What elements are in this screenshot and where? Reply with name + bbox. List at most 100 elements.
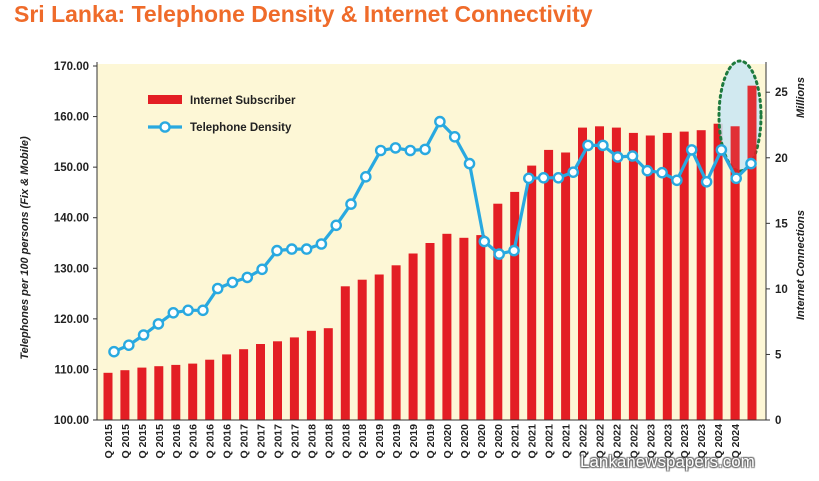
x-tick-label: Q 2022: [578, 424, 590, 459]
point-telephone-density: [152, 318, 165, 330]
bar-internet-subscriber: [425, 243, 435, 420]
bar-internet-subscriber: [340, 286, 350, 420]
bar-internet-subscriber: [493, 203, 503, 420]
x-tick-label: Q 2023: [679, 424, 691, 459]
y-right-tick-label: 0: [775, 415, 781, 427]
point-telephone-density: [493, 248, 506, 260]
y-right-tick-label: 20: [775, 153, 788, 165]
x-tick-label: Q 2022: [595, 424, 607, 459]
bar-internet-subscriber: [103, 372, 113, 420]
bar-internet-subscriber: [578, 127, 587, 420]
point-telephone-density: [597, 139, 609, 152]
bar-internet-subscriber: [137, 367, 147, 420]
bar-internet-subscriber: [391, 265, 401, 420]
point-telephone-density: [685, 144, 698, 156]
y-left-tick-label: 150.00: [54, 162, 89, 174]
point-telephone-density: [582, 139, 594, 152]
x-tick-label: Q 2018: [357, 424, 369, 459]
point-telephone-density: [226, 276, 239, 289]
point-telephone-density: [552, 171, 565, 184]
x-tick-label: Q 2019: [374, 424, 386, 459]
legend-swatch-internet-subscriber: [148, 95, 182, 104]
y-left-tick-label: 120.00: [54, 314, 89, 326]
point-telephone-density: [523, 172, 535, 185]
bar-internet-subscriber: [442, 233, 452, 420]
point-telephone-density: [434, 115, 446, 128]
legend-swatch-telephone-density-marker: [159, 121, 171, 133]
point-telephone-density: [359, 170, 372, 183]
point-telephone-density: [745, 157, 757, 170]
bar-internet-subscriber: [628, 132, 638, 420]
x-tick-label: Q 2020: [459, 424, 471, 459]
point-telephone-density: [285, 243, 298, 255]
bar-internet-subscriber: [662, 132, 672, 420]
y-right-axis-top-label: Millions: [795, 77, 807, 118]
bar-internet-subscriber: [544, 149, 554, 420]
x-tick-label: Q 2015: [154, 424, 166, 459]
y-right-tick-label: 5: [775, 349, 782, 361]
bar-internet-subscriber: [171, 364, 181, 420]
bar-internet-subscriber: [273, 341, 282, 420]
bar-internet-subscriber: [374, 274, 384, 420]
y-left-tick-label: 140.00: [54, 213, 89, 225]
point-telephone-density: [448, 130, 461, 143]
point-telephone-density: [404, 144, 417, 157]
bar-internet-subscriber: [561, 152, 571, 420]
x-tick-label: Q 2022: [611, 424, 623, 459]
y-left-axis-label: Telephones per 100 persons (Fix & Mobile…: [19, 136, 31, 360]
bar-internet-subscriber: [527, 165, 537, 420]
x-tick-label: Q 2022: [628, 424, 640, 459]
x-tick-label: Q 2016: [222, 424, 234, 459]
legend-label-telephone-density: Telephone Density: [190, 122, 292, 134]
y-left-tick-label: 110.00: [54, 364, 89, 376]
point-telephone-density: [715, 144, 728, 156]
y-left-tick-label: 170.00: [54, 61, 89, 73]
bar-internet-subscriber: [323, 328, 333, 420]
x-tick-label: Q 2017: [289, 424, 301, 459]
y-left-tick-label: 130.00: [54, 263, 89, 275]
y-right-tick-label: 15: [775, 218, 788, 230]
point-telephone-density: [241, 271, 254, 284]
x-tick-label: Q 2024: [730, 424, 742, 459]
point-telephone-density: [508, 244, 520, 257]
x-tick-label: Q 2020: [476, 424, 488, 459]
bar-internet-subscriber: [679, 131, 689, 420]
y-left-tick-label: 100.00: [54, 415, 89, 427]
bar-internet-subscriber-highlighted: [747, 85, 757, 420]
x-tick-label: Q 2015: [137, 424, 149, 459]
point-telephone-density: [730, 172, 743, 185]
x-tick-label: Q 2018: [340, 424, 352, 459]
point-telephone-density: [626, 150, 639, 162]
point-telephone-density: [167, 306, 180, 319]
x-tick-label: Q 2015: [120, 424, 132, 459]
legend-label-internet-subscriber: Internet Subscriber: [190, 95, 296, 107]
bar-internet-subscriber: [188, 363, 198, 420]
point-telephone-density: [330, 219, 343, 232]
x-tick-label: Q 2016: [188, 424, 200, 459]
x-tick-label: Q 2021: [527, 424, 539, 459]
bar-internet-subscriber: [222, 354, 232, 420]
bar-internet-subscriber: [696, 130, 706, 420]
x-tick-label: Q 2017: [239, 424, 251, 459]
x-tick-label: Q 2019: [391, 424, 403, 459]
point-telephone-density: [537, 171, 550, 184]
x-tick-label: Q 2021: [510, 424, 522, 459]
point-telephone-density: [271, 244, 283, 257]
point-telephone-density: [700, 175, 713, 188]
point-telephone-density: [197, 304, 209, 317]
x-tick-label: Q 2018: [306, 424, 318, 459]
x-tick-label: Q 2024: [713, 424, 725, 459]
point-telephone-density: [567, 166, 580, 178]
y-left-tick-label: 160.00: [54, 112, 89, 124]
point-telephone-density: [641, 164, 654, 177]
bar-internet-subscriber: [645, 135, 655, 420]
point-telephone-density: [478, 235, 491, 248]
x-tick-label: Q 2017: [256, 424, 268, 459]
chart-title: Sri Lanka: Telephone Density & Internet …: [14, 1, 593, 27]
bar-internet-subscriber: [476, 235, 486, 420]
x-tick-label: Q 2023: [662, 424, 674, 459]
point-telephone-density: [137, 329, 150, 341]
x-tick-label: Q 2019: [408, 424, 420, 459]
